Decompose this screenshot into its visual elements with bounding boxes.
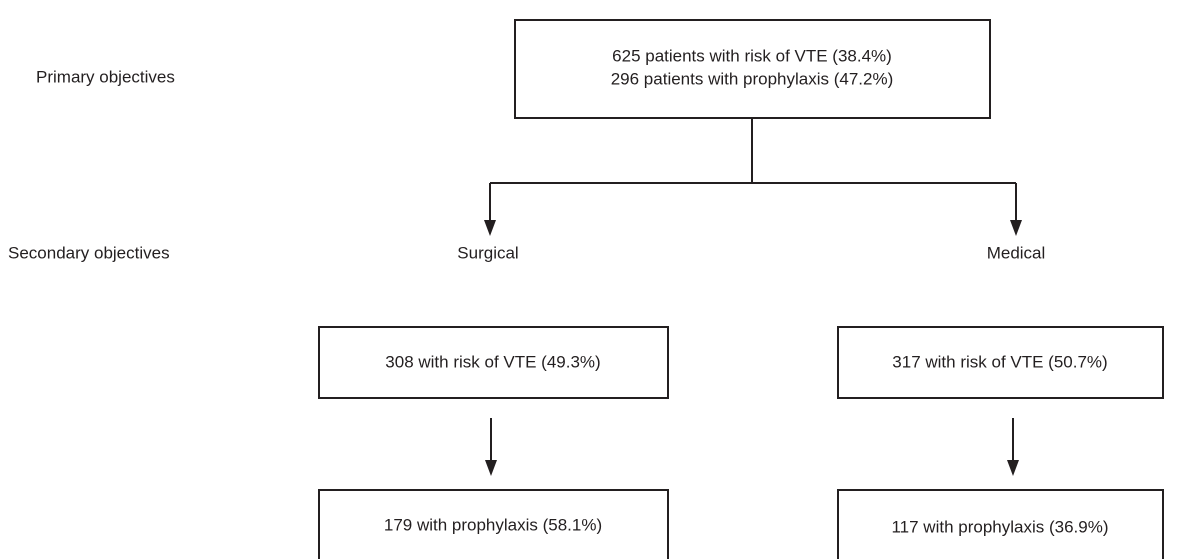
prophylaxis-text: 179 with prophylaxis (58.1%) xyxy=(384,515,602,534)
prophylaxis-box xyxy=(318,489,669,559)
prophylaxis-text: 117 with prophylaxis (36.9%) xyxy=(891,517,1108,536)
connector xyxy=(490,418,1014,462)
risk-text: 317 with risk of VTE (50.7%) xyxy=(892,352,1107,371)
arrowhead xyxy=(1010,220,1022,236)
branch-label: Surgical xyxy=(457,243,518,262)
risk-box xyxy=(318,326,669,399)
connector xyxy=(489,118,1017,222)
risk-text: 308 with risk of VTE (49.3%) xyxy=(385,352,600,371)
top-box-line: 296 patients with prophylaxis (47.2%) xyxy=(611,69,894,88)
branch-label: Medical xyxy=(987,243,1046,262)
prophylaxis-box xyxy=(837,489,1164,559)
arrowhead xyxy=(1007,460,1019,476)
risk-box xyxy=(837,326,1164,399)
arrowhead xyxy=(484,220,496,236)
row-label: Primary objectives xyxy=(36,67,175,86)
arrowhead xyxy=(485,460,497,476)
top-box-line: 625 patients with risk of VTE (38.4%) xyxy=(612,46,892,65)
row-label: Secondary objectives xyxy=(8,243,170,262)
top-box xyxy=(514,19,991,119)
